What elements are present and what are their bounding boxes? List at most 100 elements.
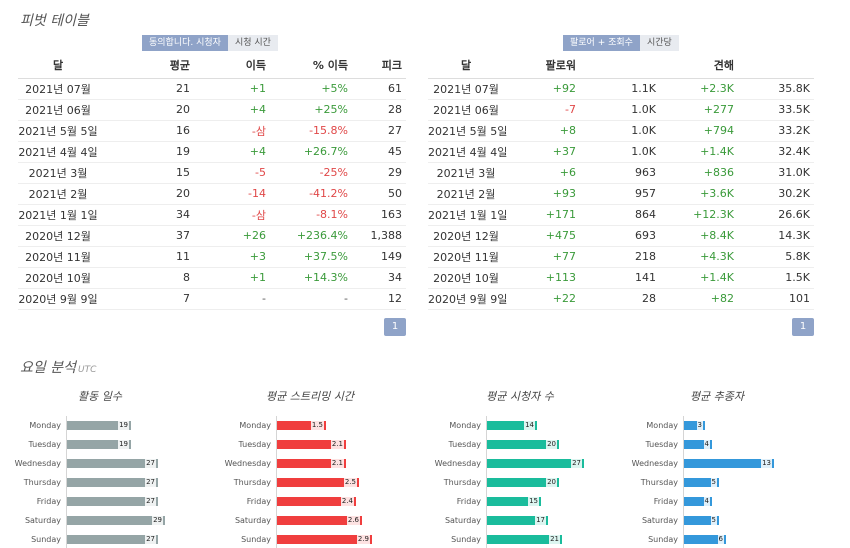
tab-viewers[interactable]: 동의합니다. 시청자 <box>142 35 228 51</box>
chart-bar[interactable]: 4 <box>684 440 712 449</box>
table-cell: 2021년 5월 5일 <box>428 120 507 142</box>
chart-bar[interactable]: 6 <box>684 535 726 544</box>
chart-bar[interactable]: 13 <box>684 459 774 468</box>
col-header-peak[interactable]: 피크 <box>352 52 406 79</box>
weekday-label: Sunday <box>648 535 678 544</box>
chart-bar[interactable]: 27 <box>67 459 158 468</box>
table-cell: 1.5K <box>738 267 814 289</box>
bar-value-label: 2.1 <box>330 459 344 468</box>
table-row: 2020년 9월 9일 +22 28 +82 101 <box>428 288 814 310</box>
viewers-table: 달 평균 이득 % 이득 피크 2021년 07월 21 +1 +5% 61 2021년 … <box>18 52 406 310</box>
table-cell: 2021년 3월 <box>18 162 98 184</box>
chart-bar[interactable]: 20 <box>487 440 559 449</box>
chart-row: Monday 19 <box>0 416 200 435</box>
chart-bar[interactable]: 5 <box>684 478 719 487</box>
table-cell: 957 <box>580 183 660 205</box>
chart-title: 활동 일수 <box>78 390 122 403</box>
chart-row: Friday 4 <box>617 492 817 511</box>
right-page-button[interactable]: 1 <box>792 318 814 336</box>
table-row: 2021년 2월 +93 957 +3.6K 30.2K <box>428 183 814 205</box>
chart-row: Wednesday 27 <box>0 454 200 473</box>
table-cell: 11 <box>98 246 194 268</box>
chart-row: Saturday 2.6 <box>210 511 410 530</box>
chart-bar[interactable]: 2.4 <box>277 497 356 506</box>
chart-bar[interactable]: 2.6 <box>277 516 362 525</box>
weekday-label: Tuesday <box>645 440 678 449</box>
tab-per-hour[interactable]: 시간당 <box>639 35 679 51</box>
table-cell: 2020년 11월 <box>428 246 504 268</box>
chart-bar[interactable]: 3 <box>684 421 705 430</box>
chart-bar[interactable]: 4 <box>684 497 712 506</box>
weekday-analysis-title-text: 요일 분석 <box>20 360 76 376</box>
table-cell: 2020년 12월 <box>18 225 98 247</box>
bar-value-label: 21 <box>549 535 560 544</box>
left-page-button[interactable]: 1 <box>384 318 406 336</box>
table-cell: +277 <box>660 99 738 121</box>
weekday-label: Thursday <box>23 478 61 487</box>
weekday-label: Tuesday <box>238 440 271 449</box>
chart-bar[interactable]: 2.9 <box>277 535 372 544</box>
chart-row: Monday 14 <box>420 416 620 435</box>
col-header-gain-percent[interactable]: % 이득 <box>270 52 352 79</box>
chart-bar[interactable]: 19 <box>67 440 131 449</box>
chart-bar[interactable]: 2.5 <box>277 478 359 487</box>
chart-row: Monday 3 <box>617 416 817 435</box>
weekday-label: Sunday <box>451 535 481 544</box>
table-row: 2021년 07월 +92 1.1K +2.3K 35.8K <box>428 78 814 100</box>
table-row: 2020년 10월 8 +1 +14.3% 34 <box>18 267 406 289</box>
chart-axis <box>486 454 487 473</box>
table-cell: 19 <box>98 141 194 163</box>
table-cell: 28 <box>580 288 660 310</box>
chart-bar[interactable]: 27 <box>487 459 584 468</box>
chart-row: Saturday 17 <box>420 511 620 530</box>
col-header-average[interactable]: 평균 <box>98 52 194 79</box>
chart-bar[interactable]: 20 <box>487 478 559 487</box>
col-header-followers[interactable]: 팔로워 <box>504 52 580 79</box>
col-header-month[interactable]: 달 <box>428 52 504 79</box>
chart-bar[interactable]: 2.1 <box>277 459 346 468</box>
table-cell: 34 <box>98 204 194 226</box>
chart-bar[interactable]: 2.1 <box>277 440 346 449</box>
chart-bar[interactable]: 21 <box>487 535 562 544</box>
chart-bar[interactable]: 19 <box>67 421 131 430</box>
col-header-views[interactable]: 견해 <box>660 52 738 79</box>
table-cell: 28 <box>352 99 406 121</box>
chart-row: Thursday 20 <box>420 473 620 492</box>
table-row: 2021년 3월 +6 963 +836 31.0K <box>428 162 814 184</box>
table-cell: 2021년 4월 4일 <box>428 141 507 163</box>
bar-value-label: 2.9 <box>356 535 370 544</box>
bar-value-label: 2.5 <box>343 478 357 487</box>
table-cell: 693 <box>580 225 660 247</box>
chart-bar[interactable]: 5 <box>684 516 719 525</box>
chart-bar[interactable]: 17 <box>487 516 548 525</box>
bar-value-label: 2.6 <box>346 516 360 525</box>
viewers-table-header: 달 평균 이득 % 이득 피크 <box>18 52 406 79</box>
followers-table-header: 달 팔로워 견해 <box>428 52 814 79</box>
chart-bar[interactable]: 15 <box>487 497 541 506</box>
tab-followers-views[interactable]: 팔로어 + 조회수 <box>563 35 640 51</box>
table-cell: 149 <box>352 246 406 268</box>
chart-bar[interactable]: 27 <box>67 535 158 544</box>
chart-bar[interactable]: 1.5 <box>277 421 326 430</box>
table-cell: +26.7% <box>270 141 352 163</box>
tab-watch-time[interactable]: 시청 시간 <box>227 35 278 51</box>
table-cell: 2021년 4월 4일 <box>18 141 98 163</box>
chart-bar[interactable]: 14 <box>487 421 537 430</box>
table-cell: 29 <box>352 162 406 184</box>
chart-axis <box>66 435 67 454</box>
weekday-label: Tuesday <box>28 440 61 449</box>
col-header-month[interactable]: 달 <box>18 52 98 79</box>
chart-bar[interactable]: 27 <box>67 478 158 487</box>
table-cell: +37.5% <box>270 246 352 268</box>
chart-bar[interactable]: 29 <box>67 516 165 525</box>
chart-bar[interactable]: 27 <box>67 497 158 506</box>
table-cell: 20 <box>98 99 194 121</box>
table-cell: 26.6K <box>738 204 814 226</box>
table-row: 2021년 3월 15 -5 -25% 29 <box>18 162 406 184</box>
table-cell: 218 <box>580 246 660 268</box>
chart-row: Wednesday 27 <box>420 454 620 473</box>
col-header-gain[interactable]: 이득 <box>194 52 270 79</box>
chart-axis <box>66 473 67 492</box>
chart-avg-followers: 평균 추종자 Monday 3 Tuesday 4 Wednesday 13 Thursda… <box>617 388 817 548</box>
chart-axis <box>66 530 67 548</box>
